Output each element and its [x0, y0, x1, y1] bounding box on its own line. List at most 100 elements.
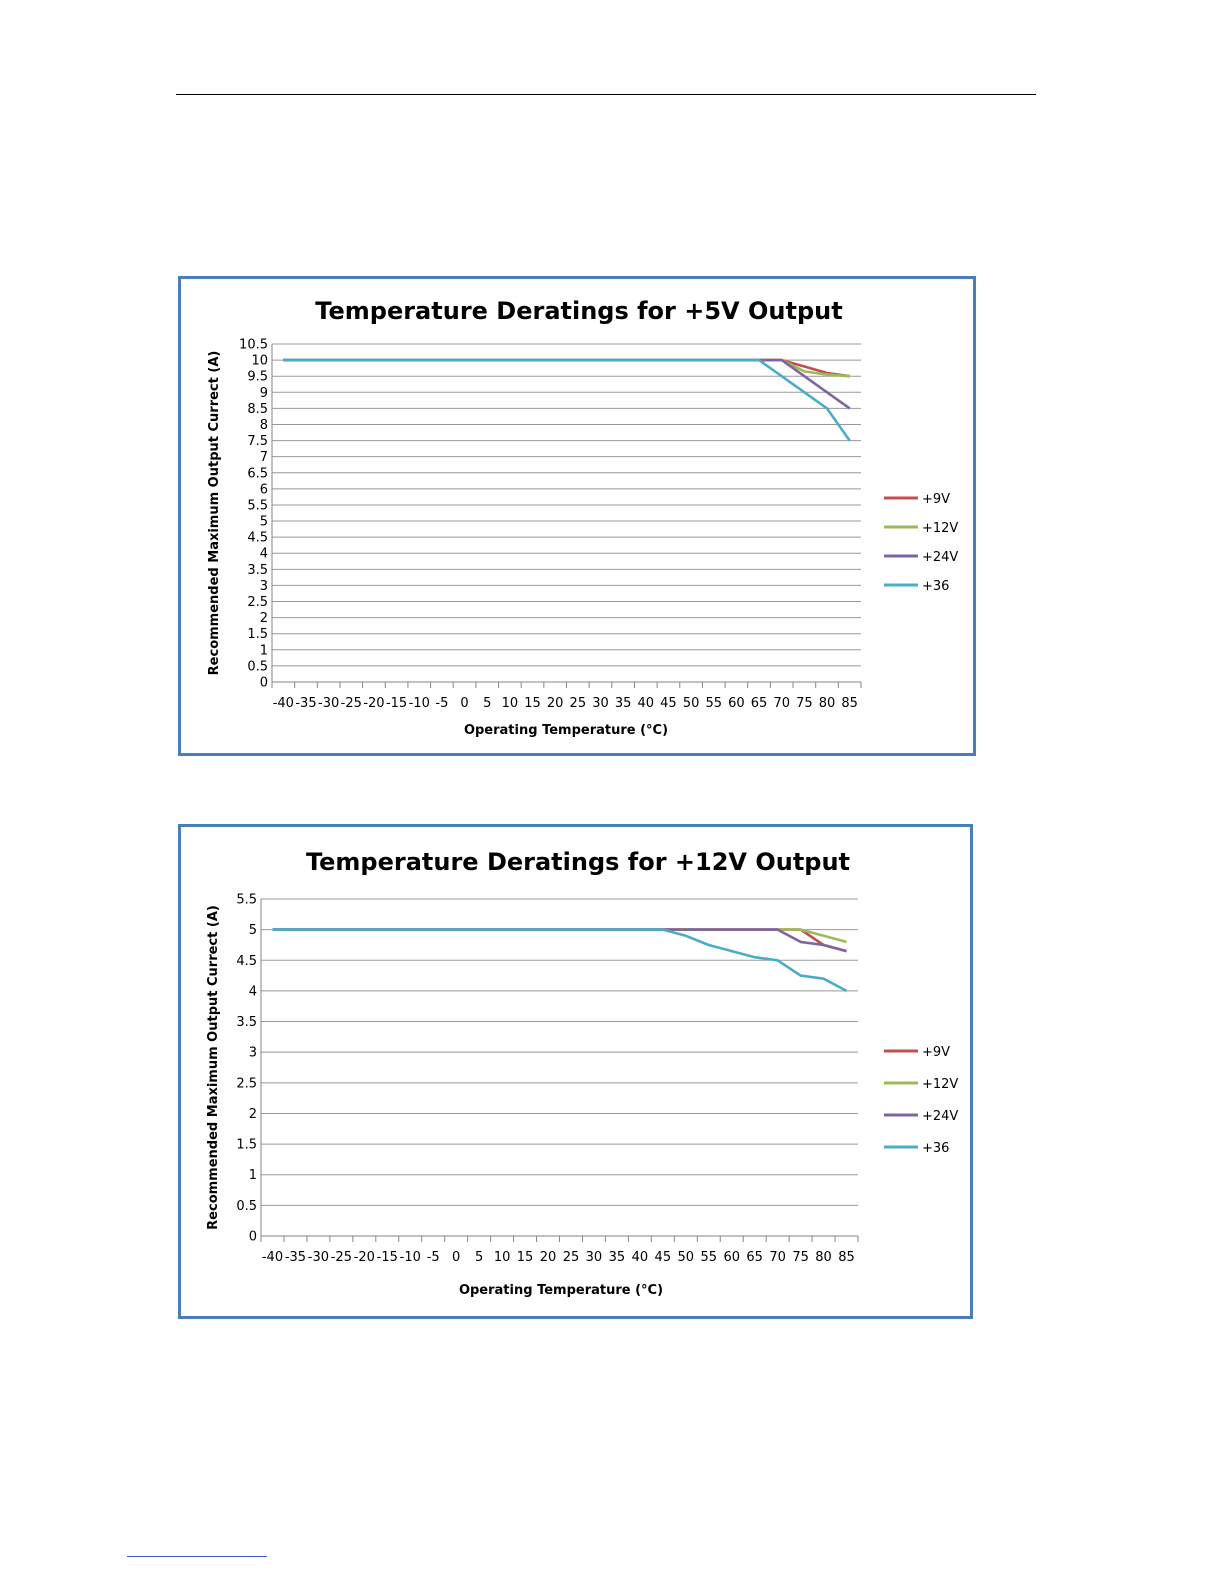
- legend-label: +9V: [922, 1045, 950, 1060]
- x-tick-label: 65: [751, 696, 768, 711]
- x-tick-label: -35: [285, 1250, 306, 1265]
- x-tick-label: 0: [460, 696, 468, 711]
- y-tick-label: 9: [260, 386, 268, 401]
- x-tick-label: 15: [517, 1250, 534, 1265]
- x-tick-label: 45: [655, 1250, 672, 1265]
- y-tick-label: 0.5: [247, 659, 268, 674]
- x-tick-label: 70: [769, 1250, 786, 1265]
- x-tick-label: -15: [386, 696, 407, 711]
- y-tick-label: 4.5: [236, 954, 257, 969]
- x-tick-label: -15: [377, 1250, 398, 1265]
- y-tick-label: 10: [251, 354, 268, 369]
- x-tick-label: 50: [678, 1250, 695, 1265]
- chart-title: Temperature Deratings for +12V Output: [306, 848, 850, 876]
- y-tick-label: 0: [249, 1230, 257, 1245]
- x-tick-label: 25: [570, 696, 587, 711]
- series-line: [272, 928, 847, 953]
- legend-label: +36: [922, 579, 949, 594]
- y-tick-label: 4: [249, 984, 257, 999]
- y-tick-label: 3.5: [247, 563, 268, 578]
- legend-label: +12V: [922, 1077, 958, 1092]
- x-tick-label: -20: [354, 1250, 375, 1265]
- x-tick-label: 50: [683, 696, 700, 711]
- legend-label: +36: [922, 1141, 949, 1156]
- x-tick-label: -5: [435, 696, 448, 711]
- x-tick-label: 20: [547, 696, 564, 711]
- header-rule: [176, 94, 1036, 95]
- x-axis-label: Operating Temperature (°C): [464, 723, 668, 738]
- y-tick-label: 2.5: [247, 595, 268, 610]
- y-tick-label: 0.5: [236, 1199, 257, 1214]
- y-tick-label: 1.5: [236, 1138, 257, 1153]
- chart-5v-svg: Temperature Deratings for +5V Output 0 0.5…: [207, 297, 958, 738]
- x-tick-label: 55: [700, 1250, 717, 1265]
- series-line: [272, 928, 847, 944]
- x-tick-label: 40: [632, 1250, 649, 1265]
- x-tick-label: 5: [475, 1250, 483, 1265]
- y-tick-label: 5.5: [247, 498, 268, 513]
- x-tick-label: -35: [295, 696, 316, 711]
- y-axis-label: Recommended Maximum Output Currect (A): [207, 351, 222, 676]
- series-line: [272, 928, 848, 993]
- y-tick-label: 6.5: [247, 466, 268, 481]
- x-tick-label: 85: [841, 696, 858, 711]
- y-tick-label: 4.5: [247, 531, 268, 546]
- x-tick-label: -5: [427, 1250, 440, 1265]
- x-tick-label: 30: [592, 696, 609, 711]
- y-tick-label: 7.5: [247, 434, 268, 449]
- footer-rule: [127, 1556, 267, 1557]
- x-tick-label: 45: [660, 696, 677, 711]
- x-tick-label: -20: [363, 696, 384, 711]
- series-line: [272, 928, 847, 953]
- y-tick-label: 2: [260, 611, 268, 626]
- y-tick-label: 5: [249, 923, 257, 938]
- x-tick-label: 5: [483, 696, 491, 711]
- series-line: [283, 358, 851, 410]
- x-tick-label: -10: [409, 696, 430, 711]
- chart-12v-svg: Temperature Deratings for +12V Output 0 0.…: [206, 848, 958, 1298]
- x-tick-label: 55: [705, 696, 722, 711]
- series-line: [283, 358, 850, 378]
- series-line: [283, 358, 851, 442]
- x-tick-label: -10: [400, 1250, 421, 1265]
- x-tick-label: -25: [341, 696, 362, 711]
- x-tick-label: 60: [728, 696, 745, 711]
- y-tick-label: 8: [260, 418, 268, 433]
- x-tick-label: 10: [494, 1250, 511, 1265]
- x-tick-label: -25: [331, 1250, 352, 1265]
- x-tick-label: 30: [586, 1250, 603, 1265]
- x-tick-label: 80: [815, 1250, 832, 1265]
- y-tick-label: 8.5: [247, 402, 268, 417]
- y-tick-label: 9.5: [247, 370, 268, 385]
- y-tick-label: 3.5: [236, 1015, 257, 1030]
- x-tick-label: -30: [318, 696, 339, 711]
- x-tick-label: 75: [796, 696, 813, 711]
- legend-label: +12V: [922, 521, 958, 536]
- y-tick-label: 2: [249, 1107, 257, 1122]
- x-tick-label: 35: [609, 1250, 626, 1265]
- chart-5v-output: Temperature Deratings for +5V Output 0 0.5…: [178, 276, 976, 756]
- x-tick-label: -40: [262, 1250, 283, 1265]
- x-tick-label: 40: [638, 696, 655, 711]
- x-tick-label: 85: [838, 1250, 855, 1265]
- x-tick-label: 10: [502, 696, 519, 711]
- x-tick-label: 0: [452, 1250, 460, 1265]
- chart-12v-output: Temperature Deratings for +12V Output 0 0.…: [178, 824, 973, 1319]
- y-tick-label: 2.5: [236, 1076, 257, 1091]
- y-tick-label: 1: [260, 643, 268, 658]
- y-tick-label: 5.5: [236, 893, 257, 908]
- y-tick-label: 6: [260, 482, 268, 497]
- y-tick-label: 1.5: [247, 627, 268, 642]
- y-tick-label: 4: [260, 547, 268, 562]
- legend-label: +24V: [922, 550, 958, 565]
- chart-title: Temperature Deratings for +5V Output: [315, 297, 842, 325]
- y-tick-label: 3: [260, 579, 268, 594]
- y-tick-label: 3: [249, 1046, 257, 1061]
- y-tick-label: 5: [260, 515, 268, 530]
- legend-label: +24V: [922, 1109, 958, 1124]
- y-tick-label: 0: [260, 676, 268, 691]
- x-tick-label: 60: [723, 1250, 740, 1265]
- x-axis-label: Operating Temperature (°C): [459, 1283, 663, 1298]
- x-tick-label: 20: [540, 1250, 557, 1265]
- x-tick-label: -40: [273, 696, 294, 711]
